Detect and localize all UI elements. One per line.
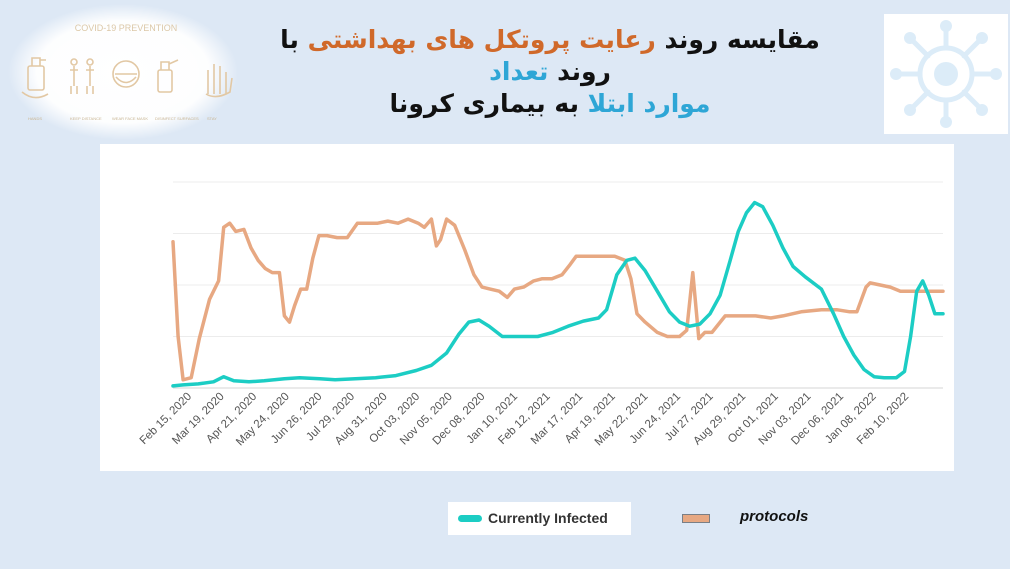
legend-item-infected: Currently Infected	[448, 502, 631, 535]
face-mask-icon	[112, 60, 140, 88]
prevention-heading: COVID-19 PREVENTION	[75, 23, 178, 33]
title-line-2: موارد ابتلا به بیماری کرونا	[250, 88, 850, 120]
series-line-protocols	[171, 217, 945, 382]
series-line-infected	[171, 200, 945, 388]
hand-icon	[205, 64, 233, 98]
svg-text:WEAR FACE MASK: WEAR FACE MASK	[112, 116, 148, 121]
title-part-highlight: تعداد	[489, 57, 549, 86]
legend-swatch-protocols	[682, 514, 710, 523]
title-part: به بیماری کرونا	[389, 89, 588, 118]
title-part: مقایسه روند	[655, 25, 820, 54]
title-line-1: مقایسه روند رعایت پروتکل های بهداشتی با …	[250, 24, 850, 88]
svg-text:DISINFECT SURFACES: DISINFECT SURFACES	[155, 116, 199, 121]
social-distance-icon	[70, 58, 94, 94]
legend-label-infected: Currently Infected	[488, 510, 608, 526]
svg-text:HANDS: HANDS	[28, 116, 42, 121]
legend-swatch-infected	[458, 515, 482, 522]
covid-prevention-image: COVID-19 PREVENTION	[8, 4, 238, 140]
legend-label-protocols: protocols	[740, 508, 809, 525]
sanitizer-icon	[21, 57, 49, 99]
line-chart: Feb 15, 2020 Mar 19, 2020 Apr 21, 2020 May …	[100, 144, 954, 471]
virus-image	[884, 14, 1008, 134]
title-part: با روند	[280, 25, 611, 86]
virus-icon	[884, 14, 1008, 134]
title-part-highlight: رعایت پروتکل های بهداشتی	[307, 25, 656, 54]
title-part-highlight: موارد ابتلا	[587, 89, 711, 118]
chart-title: مقایسه روند رعایت پروتکل های بهداشتی با …	[250, 24, 850, 120]
svg-text:STAY: STAY	[207, 116, 217, 121]
disinfect-spray-icon	[157, 59, 179, 93]
svg-text:KEEP DISTANCE: KEEP DISTANCE	[70, 116, 102, 121]
